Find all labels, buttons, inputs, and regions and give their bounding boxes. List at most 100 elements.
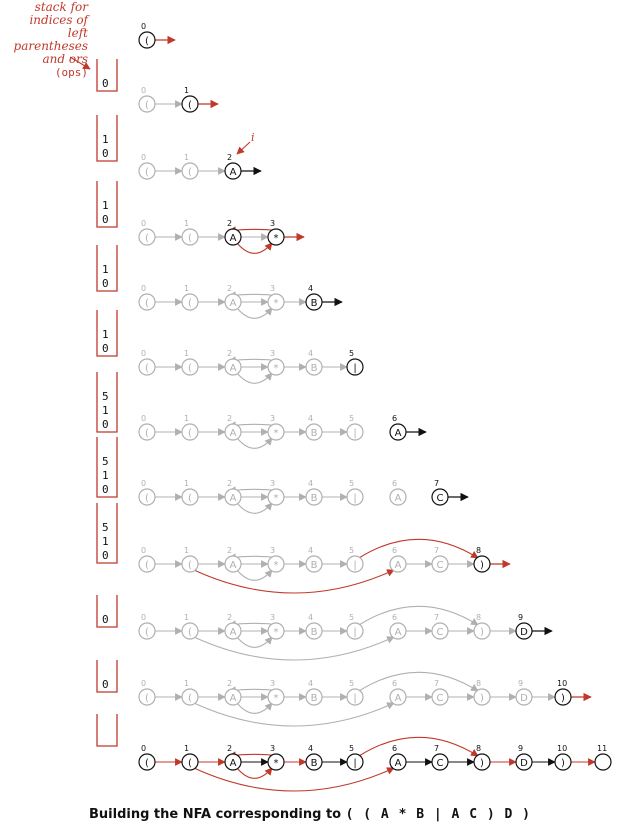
state-char: ( [188, 493, 192, 504]
epsilon-transition [236, 702, 273, 714]
stack-entry: 5 [102, 390, 109, 403]
state-char: ( [145, 758, 149, 769]
state-index: 9 [518, 613, 523, 622]
state-index: 2 [227, 679, 232, 688]
nfa-state [138, 688, 156, 706]
state-index: 2 [227, 479, 232, 488]
stack-entry: 0 [102, 549, 109, 562]
stack-entry: 0 [102, 77, 109, 90]
state-char: | [353, 428, 356, 439]
nfa-state [554, 753, 572, 771]
state-index: 6 [392, 479, 397, 488]
epsilon-transition [236, 372, 273, 384]
nfa-state [431, 555, 449, 573]
nfa-state [181, 358, 199, 376]
nfa-state [431, 753, 449, 771]
state-char: C [437, 758, 444, 769]
state-index: 10 [557, 679, 567, 688]
state-index: 1 [184, 613, 189, 622]
pointer-arrow [236, 141, 251, 155]
epsilon-transition [193, 702, 395, 727]
state-char: C [437, 560, 444, 571]
state-char: D [520, 693, 528, 704]
nfa-state [389, 753, 407, 771]
index-stack [96, 181, 118, 228]
state-index: 1 [184, 414, 189, 423]
state-index: 5 [349, 744, 354, 753]
state-char: A [395, 560, 402, 571]
state-char: ( [145, 560, 149, 571]
state-index: 8 [476, 679, 481, 688]
epsilon-transition [193, 767, 395, 792]
ops-label: (ops) [54, 66, 88, 79]
state-index: 2 [227, 153, 232, 162]
state-index: 0 [141, 219, 146, 228]
index-stack [96, 437, 118, 498]
state-index: 0 [141, 613, 146, 622]
state-char: | [353, 627, 356, 638]
state-char: ( [145, 100, 149, 111]
state-char: ( [188, 298, 192, 309]
stack-entry: 5 [102, 521, 109, 534]
state-index: 4 [308, 679, 313, 688]
state-char: ( [188, 693, 192, 704]
state-char: * [274, 428, 279, 439]
state-char: A [395, 758, 402, 769]
index-stack [96, 660, 118, 693]
state-char: C [437, 627, 444, 638]
nfa-state [224, 293, 242, 311]
nfa-state [346, 358, 364, 376]
state-char: C [437, 693, 444, 704]
nfa-state [515, 622, 533, 640]
nfa-state [224, 358, 242, 376]
state-index: 2 [227, 744, 232, 753]
nfa-state [515, 753, 533, 771]
nfa-state [305, 293, 323, 311]
state-char: A [395, 627, 402, 638]
nfa-state [224, 488, 242, 506]
state-index: 4 [308, 613, 313, 622]
state-char: ( [145, 428, 149, 439]
state-char: * [274, 693, 279, 704]
stack-note-line: indices of [29, 13, 88, 27]
nfa-state [305, 753, 323, 771]
nfa-state [267, 423, 285, 441]
state-index: 1 [184, 219, 189, 228]
state-char: B [311, 758, 318, 769]
state-index: 0 [141, 546, 146, 555]
stack-entry: 1 [102, 535, 109, 548]
state-index: 8 [476, 546, 481, 555]
state-char: A [230, 363, 237, 374]
state-index: 0 [141, 284, 146, 293]
caption-regex: ( ( A * B | A C ) D ) [345, 807, 531, 822]
state-index: 4 [308, 349, 313, 358]
stack-entry: 1 [102, 133, 109, 146]
nfa-state [224, 555, 242, 573]
state-char: * [274, 758, 279, 769]
nfa-state [181, 293, 199, 311]
state-char: ( [188, 560, 192, 571]
state-index: 5 [349, 349, 354, 358]
state-char: A [230, 298, 237, 309]
state-char: ) [480, 758, 484, 769]
nfa-state [181, 555, 199, 573]
nfa-state [181, 423, 199, 441]
index-stack [96, 714, 118, 747]
nfa-state [181, 622, 199, 640]
caption-prefix: Building the NFA corresponding to [89, 807, 342, 822]
state-index: 3 [270, 414, 275, 423]
state-char: * [274, 363, 279, 374]
stack-annotation-arrow [69, 56, 91, 70]
state-char: B [311, 627, 318, 638]
nfa-state [138, 31, 156, 49]
index-stack [96, 595, 118, 628]
state-char: * [274, 627, 279, 638]
index-stack [96, 310, 118, 357]
state-char: A [230, 233, 237, 244]
nfa-state [389, 555, 407, 573]
nfa-state [138, 358, 156, 376]
state-index: 2 [227, 349, 232, 358]
state-index: 9 [518, 679, 523, 688]
state-index: 1 [184, 153, 189, 162]
